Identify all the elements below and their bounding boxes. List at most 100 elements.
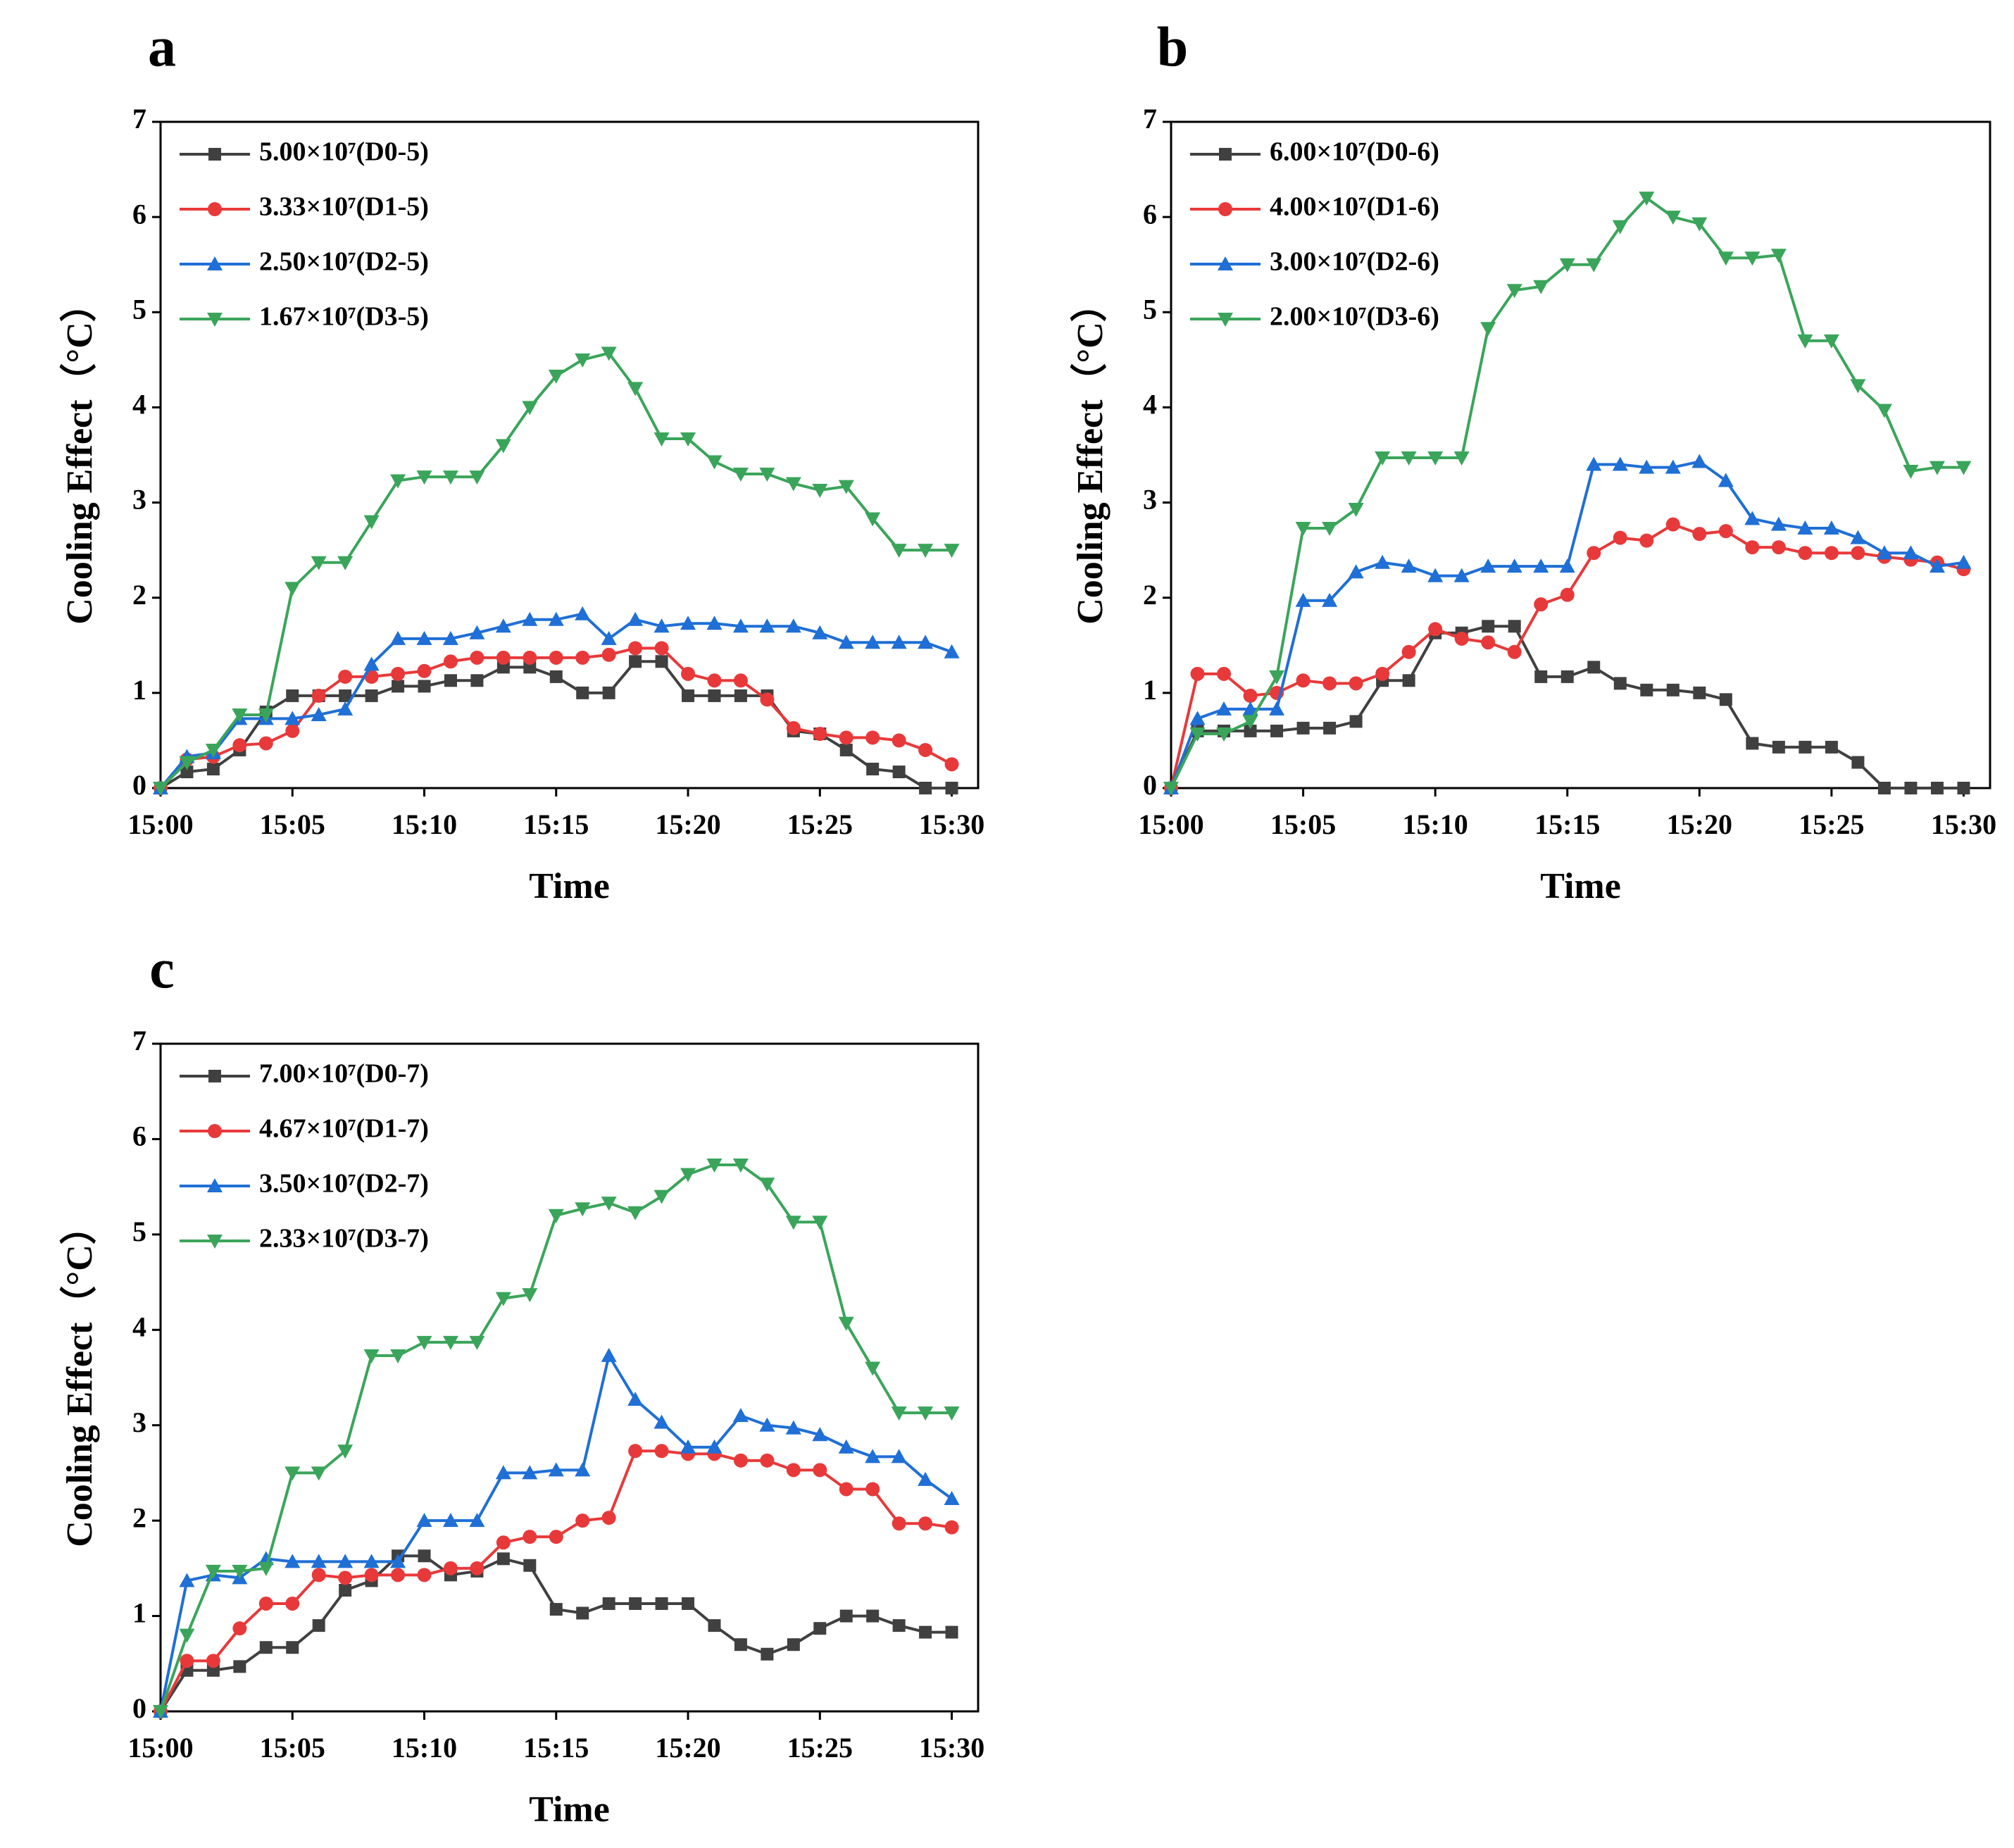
marker <box>258 736 273 751</box>
marker <box>1375 451 1391 466</box>
marker <box>682 689 695 702</box>
marker <box>1691 454 1708 468</box>
legend-label: 5.00×10⁷(D0-5) <box>259 137 429 167</box>
marker <box>1797 334 1813 349</box>
marker <box>1454 631 1469 646</box>
marker <box>1242 701 1258 716</box>
panel: b 0 1 2 3 4 5 6 7 15:00 15:05 15:10 15:15 15:20 15:25 1… <box>1070 16 1996 906</box>
marker <box>390 474 406 489</box>
x-tick-label: 15:25 <box>787 808 853 840</box>
marker <box>1427 568 1444 582</box>
marker <box>1481 635 1496 650</box>
marker <box>443 1561 458 1575</box>
marker <box>1797 520 1813 535</box>
marker <box>1876 545 1892 560</box>
marker <box>470 674 484 687</box>
marker <box>337 1554 354 1568</box>
x-tick-label: 15:30 <box>919 1732 984 1763</box>
marker <box>391 666 406 681</box>
marker <box>944 1490 960 1505</box>
marker <box>1587 661 1601 674</box>
y-axis-label: Cooling Effect（°C） <box>59 1208 100 1547</box>
marker <box>1612 456 1628 471</box>
y-tick-label: 7 <box>1143 103 1157 135</box>
plot-frame <box>159 120 980 789</box>
marker <box>1216 701 1232 716</box>
marker <box>891 1449 907 1463</box>
marker <box>706 1439 723 1454</box>
marker <box>813 1622 827 1635</box>
marker <box>1957 782 1970 794</box>
marker <box>1559 558 1575 573</box>
legend-marker <box>1218 202 1232 216</box>
marker <box>945 1625 958 1639</box>
marker <box>206 762 220 775</box>
marker <box>363 1349 380 1363</box>
marker <box>1798 546 1813 561</box>
legend-marker <box>208 202 222 216</box>
marker <box>1929 558 1945 573</box>
marker <box>1401 558 1417 573</box>
marker <box>523 1559 537 1572</box>
marker <box>284 1554 301 1568</box>
y-tick-label: 1 <box>132 674 146 706</box>
marker <box>708 689 721 702</box>
marker <box>601 346 617 361</box>
marker <box>1586 456 1602 471</box>
marker <box>311 1568 326 1582</box>
marker <box>1823 334 1839 349</box>
marker <box>1189 727 1206 742</box>
marker <box>918 544 934 558</box>
marker <box>838 480 854 494</box>
marker <box>602 686 615 699</box>
marker <box>1956 461 1972 475</box>
y-tick-label: 4 <box>1143 389 1157 420</box>
legend-marker <box>1218 256 1233 270</box>
marker <box>364 669 379 684</box>
marker <box>1482 620 1495 633</box>
marker <box>653 432 670 447</box>
marker <box>706 1158 723 1173</box>
marker <box>733 1453 748 1468</box>
marker <box>232 1564 248 1579</box>
legend-label: 3.50×10⁷(D2-7) <box>259 1169 429 1199</box>
marker <box>1850 379 1866 394</box>
y-tick-label: 6 <box>1143 198 1157 230</box>
marker <box>785 618 801 633</box>
marker <box>1692 527 1707 542</box>
x-tick-label: 15:25 <box>1799 808 1864 840</box>
marker <box>759 618 775 633</box>
marker <box>629 1597 642 1610</box>
marker <box>734 689 747 702</box>
marker <box>918 1406 934 1421</box>
marker <box>759 1417 775 1432</box>
marker <box>627 382 644 397</box>
marker <box>337 1444 354 1459</box>
x-tick-label: 15:25 <box>787 1732 853 1763</box>
series-line <box>159 612 953 789</box>
marker <box>680 1439 696 1454</box>
marker <box>812 484 828 499</box>
marker <box>629 655 642 668</box>
marker <box>1296 721 1310 735</box>
marker <box>1851 756 1865 769</box>
marker <box>284 1466 301 1481</box>
legend-marker <box>207 1178 223 1192</box>
marker <box>418 1549 431 1563</box>
marker <box>918 635 934 649</box>
x-tick-label: 15:10 <box>392 808 457 840</box>
marker <box>390 1554 406 1568</box>
marker <box>838 1316 854 1331</box>
marker <box>1744 511 1760 525</box>
marker <box>866 1609 880 1623</box>
marker <box>495 618 511 633</box>
y-tick-label: 0 <box>132 1692 146 1724</box>
marker <box>627 1392 644 1406</box>
marker <box>179 1573 195 1587</box>
marker <box>918 1471 934 1486</box>
marker <box>838 1439 854 1454</box>
marker <box>549 670 563 683</box>
marker <box>442 1513 458 1528</box>
legend-marker <box>1219 148 1232 161</box>
marker <box>1480 322 1496 337</box>
